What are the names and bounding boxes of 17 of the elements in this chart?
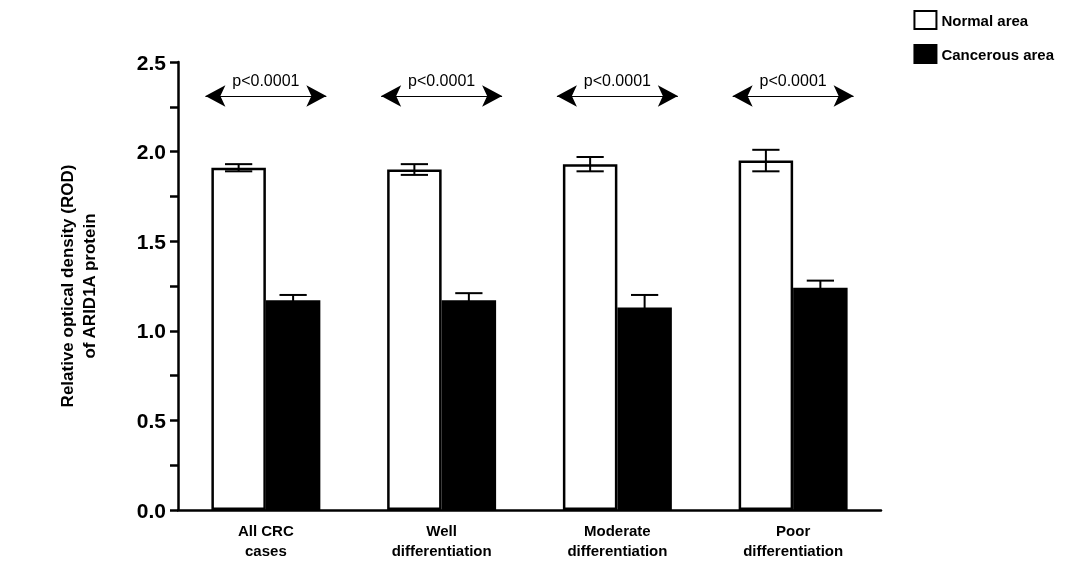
x-tick-label: Well differentiation bbox=[391, 521, 492, 559]
annotation: p<0.0001 bbox=[408, 71, 476, 89]
y-tick-label: 1.0 bbox=[136, 319, 166, 343]
y-tick-label: 1.5 bbox=[136, 229, 167, 253]
y-tick-label: 0.0 bbox=[136, 498, 166, 522]
y-tick-label: 0.5 bbox=[136, 408, 167, 432]
y-axis-title: Relative optical density (ROD) of ARID1A protein bbox=[57, 164, 99, 408]
legend-label: Cancerous area bbox=[941, 45, 1055, 63]
y-tick-label: 2.0 bbox=[136, 140, 166, 164]
x-tick-label: Poor differentiation bbox=[743, 521, 844, 559]
annotation: p<0.0001 bbox=[759, 71, 827, 89]
x-tick-label: All CRC cases bbox=[237, 521, 294, 559]
annotation: p<0.0001 bbox=[583, 71, 652, 89]
annotation: p<0.0001 bbox=[232, 71, 300, 89]
y-tick-label: 2.5 bbox=[136, 50, 167, 74]
legend-label: Normal area bbox=[941, 11, 1029, 29]
x-tick-label: Moderate differentiation bbox=[567, 521, 668, 559]
